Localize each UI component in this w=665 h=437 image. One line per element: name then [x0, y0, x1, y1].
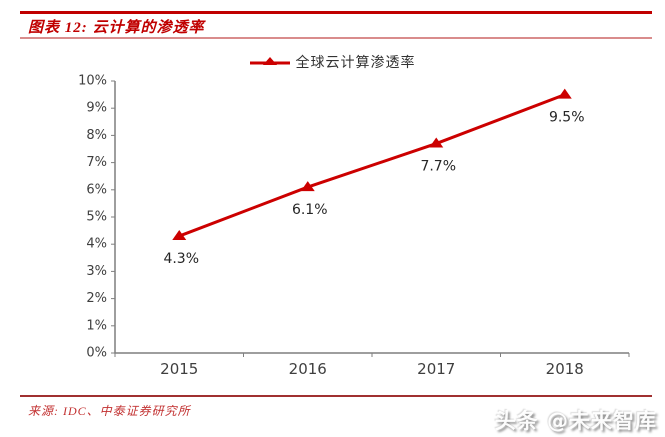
y-axis-label: 1% [86, 318, 107, 333]
x-axis-label: 2018 [546, 360, 584, 378]
x-axis-label: 2015 [160, 360, 198, 378]
x-axis-label: 2016 [289, 360, 327, 378]
data-point-label: 7.7% [420, 159, 456, 175]
data-point-label: 9.5% [549, 110, 585, 126]
y-axis-label: 7% [86, 155, 107, 170]
y-axis-label: 3% [86, 264, 107, 279]
y-axis-label: 9% [86, 101, 107, 116]
y-axis-label: 5% [86, 210, 107, 225]
y-axis-label: 8% [86, 128, 107, 143]
legend-line-marker-icon [249, 57, 290, 65]
data-point-label: 4.3% [163, 251, 199, 267]
y-axis-label: 6% [86, 182, 107, 197]
chart-title: 图表 12: 云计算的渗透率 [28, 20, 205, 36]
data-point-marker [172, 230, 187, 241]
data-point-label: 6.1% [292, 202, 328, 218]
source-note: 来源: IDC、中泰证券研究所 [28, 404, 191, 418]
watermark-label: 头条 @未来智库 [494, 409, 657, 433]
data-point-marker [429, 137, 444, 148]
header-bottom-rule [20, 37, 652, 39]
data-point-marker [557, 88, 572, 99]
legend-label: 全球云计算渗透率 [295, 55, 416, 71]
footer-rule [20, 395, 652, 397]
y-axis-label: 2% [86, 291, 107, 306]
series-line [178, 93, 566, 238]
y-axis-label: 10% [78, 74, 107, 89]
y-axis-label: 0% [86, 346, 107, 361]
header-top-rule [20, 11, 652, 14]
y-axis-label: 4% [86, 237, 107, 252]
chart-legend: 全球云计算渗透率 [0, 52, 665, 72]
x-axis-label: 2017 [417, 360, 455, 378]
data-point-marker [300, 181, 315, 192]
